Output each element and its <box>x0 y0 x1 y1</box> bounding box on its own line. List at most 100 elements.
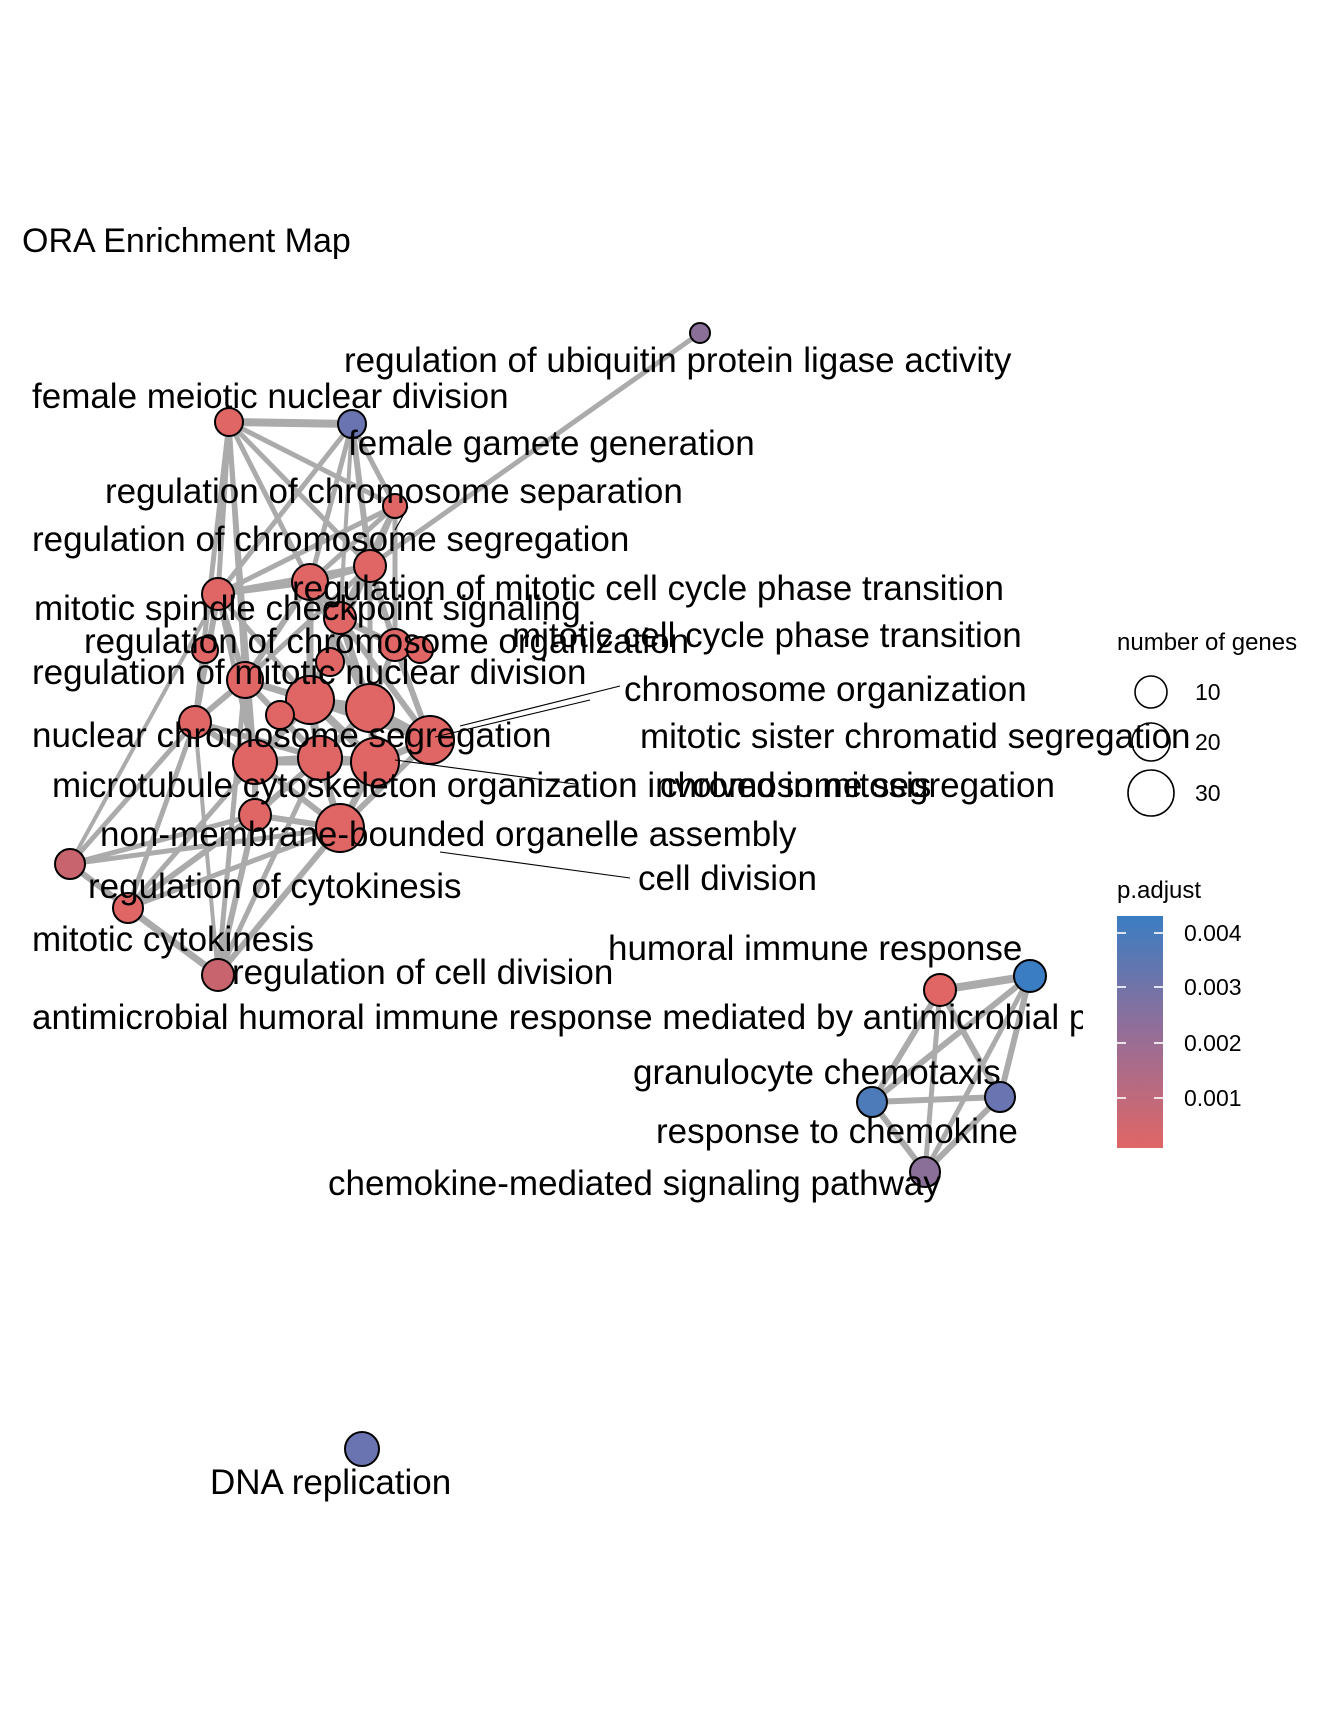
network-edge <box>997 973 1033 1100</box>
node-regulation-of-chromosome-organization[interactable] <box>323 601 357 635</box>
label-leader-line <box>394 759 576 785</box>
size-legend-circle <box>1127 769 1175 817</box>
node-regulation-of-mitotic-cell-cycle-phase-transition[interactable] <box>291 563 329 601</box>
network-edge <box>349 421 398 509</box>
network-edge <box>367 330 703 569</box>
label-microtubule-cytoskeleton-organization-involved-in-mitosis: microtubule cytoskeleton organization in… <box>52 766 931 805</box>
label-leader-line <box>439 851 631 879</box>
network-edge <box>337 615 433 743</box>
network-edge <box>922 987 943 1175</box>
node-non-membrane-bounded-organelle-assembly[interactable] <box>297 735 343 781</box>
node[interactable] <box>238 798 272 832</box>
node-regulation-of-chromosome-segregation[interactable] <box>382 493 408 519</box>
node-humoral-immune-response[interactable] <box>1013 959 1047 993</box>
network-edge <box>869 973 1033 1105</box>
label-mitotic-sister-chromatid-segregation: mitotic sister chromatid segregation <box>640 717 1191 756</box>
label-mitotic-spindle-checkpoint-signaling: mitotic spindle checkpoint signaling <box>34 589 581 628</box>
label-regulation-of-ubiquitin-protein-ligase-activity: regulation of ubiquitin protein ligase a… <box>344 341 1012 380</box>
size-legend-label: 30 <box>1195 780 1221 806</box>
network-edge <box>125 719 198 911</box>
network-edge <box>67 719 198 867</box>
label-cell-division: cell division <box>638 859 817 898</box>
node-mitotic-sister-chromatid-segregation[interactable] <box>405 715 455 765</box>
color-legend-title: p.adjust <box>1117 877 1201 904</box>
label-regulation-of-mitotic-nuclear-division: regulation of mitotic nuclear division <box>32 653 586 692</box>
network-edge <box>242 579 313 683</box>
network-edge <box>215 421 355 597</box>
node[interactable] <box>191 636 219 664</box>
network-edge <box>125 825 343 911</box>
node-regulation-of-cell-division[interactable] <box>201 958 235 992</box>
size-legend-title: number of genes <box>1117 629 1297 656</box>
label-leader-line <box>434 699 591 738</box>
color-legend-label: 0.003 <box>1184 974 1242 1000</box>
node-chemokine-mediated-signaling-pathway[interactable] <box>909 1156 941 1188</box>
label-humoral-immune-response: humoral immune response <box>608 929 1022 968</box>
network-edge <box>338 422 354 620</box>
color-legend: p.adjust 0.004 0.003 0.002 0.001 <box>1117 877 1242 1148</box>
label-leader-line <box>459 685 621 727</box>
network-edge <box>307 421 355 585</box>
label-layer: regulation of ubiquitin protein ligase a… <box>32 341 1191 1502</box>
network-edge <box>349 421 373 569</box>
node-dna-replication[interactable] <box>344 1431 380 1467</box>
label-regulation-of-chromosome-segregation: regulation of chromosome segregation <box>32 520 629 559</box>
size-legend-circle <box>1131 722 1171 762</box>
network-edge <box>215 503 398 597</box>
node-mitotic-cytokinesis[interactable] <box>112 892 144 924</box>
color-legend-label: 0.004 <box>1184 920 1242 946</box>
network-edge <box>193 720 220 977</box>
node-microtubule-cytoskeleton-organization-involved-in-mitosis[interactable] <box>232 739 278 785</box>
node[interactable] <box>265 700 295 730</box>
node-response-to-chemokine[interactable] <box>856 1086 888 1118</box>
node-nuclear-chromosome-segregation[interactable] <box>178 705 212 739</box>
label-female-meiotic-nuclear-division: female meiotic nuclear division <box>32 377 509 416</box>
label-regulation-of-chromosome-separation: regulation of chromosome separation <box>105 472 683 511</box>
network-edge <box>125 812 258 911</box>
label-dna-replication: DNA replication <box>210 1463 451 1502</box>
node-regulation-of-ubiquitin-protein-ligase-activity[interactable] <box>689 322 711 344</box>
network-edge <box>307 503 398 585</box>
network-edge <box>215 812 258 978</box>
node-female-meiotic-nuclear-division[interactable] <box>214 407 244 437</box>
network-edge <box>215 755 323 978</box>
node-female-gamete-generation[interactable] <box>337 409 367 439</box>
color-legend-label: 0.002 <box>1184 1030 1242 1056</box>
size-legend-label: 20 <box>1195 729 1221 755</box>
node-chromosome-organization[interactable] <box>345 683 395 733</box>
node-cell-division[interactable] <box>350 737 400 787</box>
network-edge <box>67 812 258 867</box>
label-nuclear-chromosome-segregation: nuclear chromosome segregation <box>32 716 551 755</box>
size-legend-circle <box>1134 675 1168 709</box>
label-regulation-of-mitotic-cell-cycle-phase-transition: regulation of mitotic cell cycle phase t… <box>292 569 1004 608</box>
node-chromosome-segregation[interactable] <box>285 675 335 725</box>
label-granulocyte-chemotaxis: granulocyte chemotaxis <box>633 1053 1001 1092</box>
node-mitotic-spindle-checkpoint-signaling[interactable] <box>201 577 235 611</box>
node-regulation-of-mitotic-nuclear-division[interactable] <box>226 661 264 699</box>
network-edge <box>937 987 1003 1100</box>
color-bar <box>1117 916 1163 1148</box>
node-regulation-of-cytokinesis[interactable] <box>54 848 86 880</box>
node[interactable] <box>315 647 345 677</box>
network-edge <box>68 592 220 866</box>
label-mitotic-cell-cycle-phase-transition: mitotic cell cycle phase transition <box>512 616 1022 655</box>
node-layer <box>54 322 1047 1467</box>
label-chromosome-segregation: chromosome segregation <box>660 766 1055 805</box>
label-regulation-of-cytokinesis: regulation of cytokinesis <box>88 867 462 906</box>
network-edge <box>215 825 343 978</box>
node-granulocyte-chemotaxis[interactable] <box>984 1081 1016 1113</box>
node-antimicrobial-humoral-immune-response-mediated-by-antimicrobial-peptide[interactable] <box>923 973 957 1007</box>
network-edge <box>215 677 248 978</box>
label-chromosome-organization: chromosome organization <box>624 670 1027 709</box>
node-regulation-of-chromosome-separation[interactable] <box>353 549 387 583</box>
color-legend-label: 0.001 <box>1184 1085 1242 1111</box>
leader-line-layer <box>394 506 631 879</box>
label-chemokine-mediated-signaling-pathway: chemokine-mediated signaling pathway <box>328 1164 941 1203</box>
plot-title: ORA Enrichment Map <box>22 222 351 260</box>
node[interactable] <box>315 803 365 853</box>
label-response-to-chemokine: response to chemokine <box>656 1112 1018 1151</box>
label-leader-line <box>394 506 409 531</box>
network-edge <box>922 973 1033 1175</box>
node[interactable] <box>406 636 434 664</box>
